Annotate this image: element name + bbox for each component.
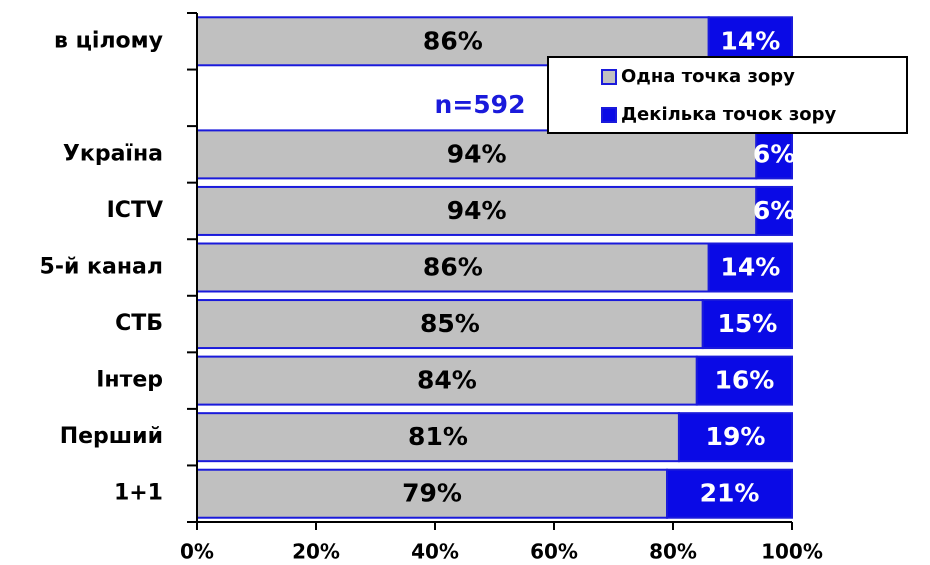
value-label: 85% [420,309,480,338]
x-tick-label: 80% [649,540,697,564]
value-label: 94% [447,196,507,225]
legend-label: Одна точка зору [621,66,795,87]
bar-segment [707,242,794,293]
value-label: 21% [700,479,760,508]
value-label: 86% [423,253,483,282]
value-label: 19% [706,422,766,451]
y-tick-label: Інтер [96,368,163,393]
value-label: 14% [720,26,780,55]
legend-swatch [601,107,617,123]
y-tick-label: СТБ [115,311,163,336]
bar-segment [695,355,793,406]
legend-label: Декілька точок зору [621,104,837,125]
x-tick-label: 100% [761,540,823,564]
bar-segment [666,468,793,519]
value-label: 84% [417,366,477,395]
value-label: 86% [423,26,483,55]
bar-segment [701,299,793,350]
y-tick-label: 1+1 [114,481,163,506]
bar-segment [196,412,680,463]
bar-segment [755,129,793,180]
y-tick-label: ICTV [107,198,163,223]
bar-segment [196,129,758,180]
value-label: 81% [408,422,468,451]
x-tick-label: 60% [530,540,578,564]
value-label: 6% [753,139,795,168]
y-tick-label: в цілому [54,28,163,53]
bar-segment [755,185,793,236]
value-label: 16% [714,366,774,395]
bar-segment [677,412,794,463]
y-tick-label: 5-й канал [40,255,163,280]
x-tick-label: 40% [411,540,459,564]
value-label: 79% [402,479,462,508]
value-label: 94% [447,139,507,168]
annotation: n=592 [435,90,526,119]
value-label: 6% [753,196,795,225]
bar-segment [196,242,710,293]
y-tick-label: Україна [63,141,163,166]
bar-segment [196,185,758,236]
value-label: 15% [717,309,777,338]
x-tick-label: 0% [180,540,214,564]
value-label: 14% [720,253,780,282]
legend-swatch [601,69,617,85]
y-tick-label: Перший [60,424,163,449]
x-tick-label: 20% [292,540,340,564]
